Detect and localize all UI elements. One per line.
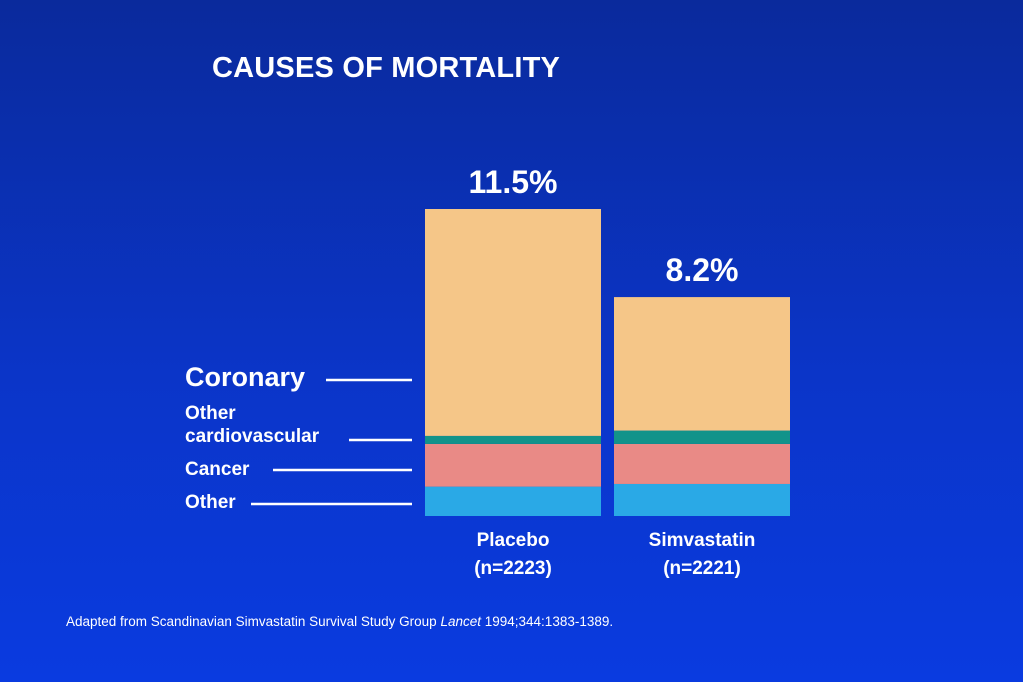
bar-segment-placebo-cancer <box>425 443 601 487</box>
bar-segment-placebo-other-cardiovascular <box>425 435 601 444</box>
category-n-simvastatin: (n=2221) <box>663 558 741 579</box>
legend-label-cancer: Cancer <box>185 459 250 480</box>
total-label-simvastatin: 8.2% <box>666 252 739 288</box>
source-journal: Lancet <box>440 614 481 629</box>
bar-segment-placebo-other <box>425 486 601 516</box>
legend-label-other-cardiovascular-line-1: Other <box>185 403 236 424</box>
chart-title: CAUSES OF MORTALITY <box>212 52 561 84</box>
category-label-simvastatin: Simvastatin <box>649 530 756 551</box>
source-suffix: 1994;344:1383-1389. <box>481 614 614 629</box>
bar-segment-simvastatin-cancer <box>614 443 790 484</box>
source-citation: Adapted from Scandinavian Simvastatin Su… <box>66 614 613 629</box>
bar-segment-simvastatin-other-cardiovascular <box>614 430 790 444</box>
category-label-placebo: Placebo <box>477 530 550 551</box>
labels-group: 11.5% Placebo (n=2223) 8.2% Simvastatin (n=22… <box>469 164 756 579</box>
legend-label-other-cardiovascular-line-2: cardiovascular <box>185 426 320 447</box>
bar-segment-placebo-coronary <box>425 209 601 436</box>
legend-label-coronary: Coronary <box>185 362 305 392</box>
bar-segment-simvastatin-coronary <box>614 297 790 431</box>
bars-group <box>425 209 790 516</box>
bar-segment-simvastatin-other <box>614 483 790 516</box>
total-label-placebo: 11.5% <box>469 164 558 200</box>
category-n-placebo: (n=2223) <box>474 558 552 579</box>
legend-label-other: Other <box>185 492 236 513</box>
source-prefix: Adapted from Scandinavian Simvastatin Su… <box>66 614 441 629</box>
